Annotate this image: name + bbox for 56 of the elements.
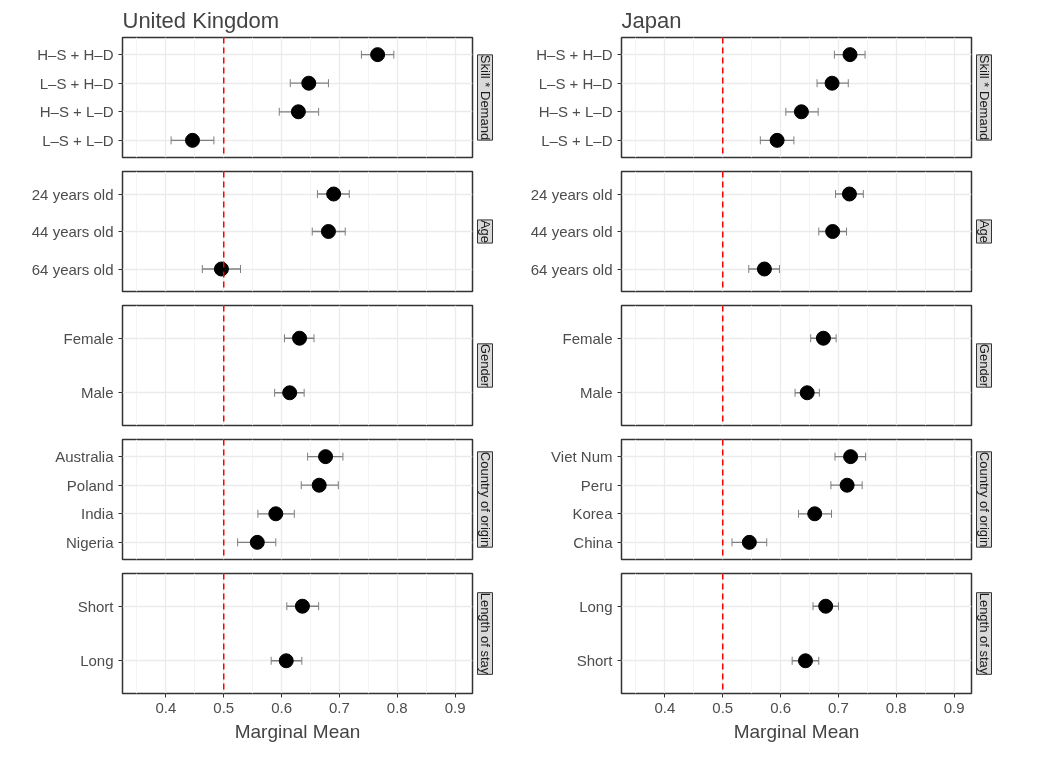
y-tick-label: H–S + H–D: [37, 46, 114, 64]
y-tick-label: H–S + H–D: [536, 46, 613, 64]
y-tick-label: Poland: [66, 476, 114, 494]
y-tick-label: Male: [579, 384, 613, 402]
y2-axis-title: Age: [477, 219, 493, 244]
x-tick-label: 0.6: [770, 698, 792, 716]
chart-title: Japan: [621, 7, 682, 33]
y-tick-label: Male: [80, 384, 114, 402]
x-tick-label: 0.8: [386, 698, 408, 716]
y-tick-label: Australia: [55, 448, 115, 466]
x-tick-label: 0.8: [885, 698, 907, 716]
x-tick-label: 0.5: [712, 698, 734, 716]
y2-axis-title: Age: [976, 219, 992, 244]
y-tick-label: Peru: [580, 476, 613, 494]
x-axis-title: Marginal Mean: [733, 720, 860, 742]
y-tick-label: L–S + H–D: [39, 74, 114, 92]
y2-axis-title: Country of origin: [477, 451, 493, 548]
y2-axis-title: Length of stay: [976, 592, 992, 675]
y2-axis-title: Country of origin: [976, 451, 992, 548]
x-tick-label: 0.9: [444, 698, 466, 716]
y-tick-label: 64 years old: [530, 260, 613, 278]
y-tick-label: Long: [80, 652, 114, 670]
x-tick-label: 0.7: [329, 698, 350, 716]
y-tick-label: L–S + L–D: [541, 131, 613, 149]
x-tick-label: 0.4: [155, 698, 177, 716]
y-tick-label: 44 years old: [530, 223, 613, 240]
y-tick-label: Korea: [572, 505, 614, 523]
x-tick-label: 0.4: [654, 698, 676, 716]
y-tick-label: Female: [63, 329, 114, 347]
y-tick-label: 24 years old: [31, 185, 114, 203]
y-tick-label: Female: [562, 329, 613, 347]
y-tick-label: Short: [576, 652, 614, 670]
y-tick-label: Viet Num: [551, 448, 613, 466]
y-tick-label: H–S + L–D: [39, 103, 114, 121]
y-tick-label: 24 years old: [530, 185, 613, 203]
y-tick-label: China: [573, 533, 614, 551]
x-axis-title: Marginal Mean: [234, 720, 361, 742]
x-tick-label: 0.5: [213, 698, 235, 716]
y2-axis-title: Length of stay: [477, 592, 493, 675]
y-tick-label: Short: [77, 597, 115, 615]
y-tick-label: L–S + H–D: [538, 74, 613, 92]
x-tick-label: 0.7: [828, 698, 849, 716]
y-tick-label: India: [80, 505, 115, 523]
y2-axis-title: Skill * Demand: [976, 54, 992, 141]
y-tick-label: 44 years old: [31, 223, 114, 240]
y-tick-label: H–S + L–D: [538, 103, 613, 121]
y-tick-label: L–S + L–D: [42, 131, 114, 149]
y-tick-label: Nigeria: [65, 533, 115, 551]
y2-axis-title: Gender: [477, 343, 493, 388]
y2-axis-title: Skill * Demand: [477, 54, 493, 141]
y-tick-label: Long: [579, 597, 613, 615]
x-tick-label: 0.9: [943, 698, 965, 716]
x-tick-label: 0.6: [271, 698, 293, 716]
y-tick-label: 64 years old: [31, 260, 114, 278]
chart-title: United Kingdom: [122, 7, 280, 33]
y2-axis-title: Gender: [976, 343, 992, 388]
